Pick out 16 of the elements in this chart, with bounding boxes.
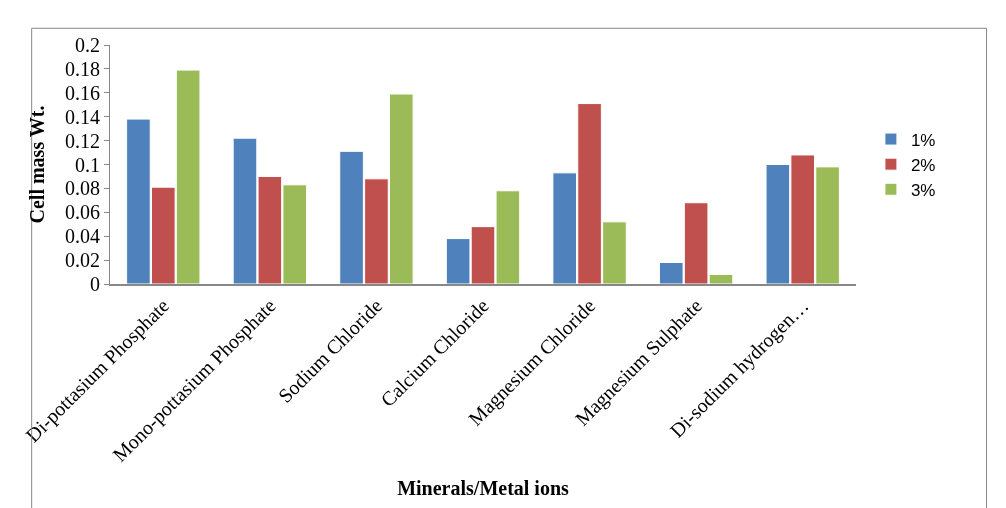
legend-label: 2%	[910, 155, 936, 175]
y-tick-label: 0.12	[65, 129, 100, 152]
y-tick-label: 0.02	[65, 249, 100, 272]
y-tick-label: 0.14	[65, 105, 100, 128]
y-tick-label: 0.2	[75, 34, 100, 56]
y-tick-label: 0.1	[75, 153, 100, 176]
y-tick-label: 0.16	[65, 81, 100, 104]
x-axis-title: Minerals/Metal ions	[397, 476, 570, 499]
y-tick-label: 0.18	[65, 57, 100, 80]
legend-label: 3%	[910, 180, 936, 200]
y-tick-label: 0.08	[65, 177, 100, 200]
legend-label: 1%	[910, 130, 936, 150]
y-tick-label: 0.06	[65, 201, 100, 224]
y-tick-label: 0	[90, 273, 100, 295]
y-tick-label: 0.04	[65, 225, 100, 248]
y-axis-title: Cell mass Wt.	[25, 105, 48, 224]
